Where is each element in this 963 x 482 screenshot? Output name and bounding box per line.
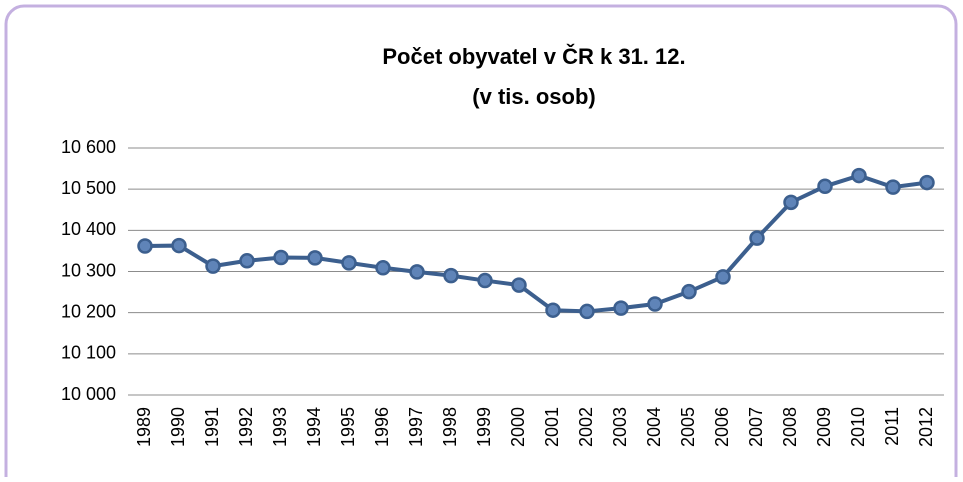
marker <box>511 277 527 293</box>
x-tick-label: 2010 <box>848 407 868 447</box>
x-tick-label: 1996 <box>372 407 392 447</box>
x-tick-label: 2000 <box>508 407 528 447</box>
x-tick-label: 1989 <box>134 407 154 447</box>
marker <box>273 249 289 266</box>
marker <box>409 264 425 280</box>
y-tick-label: 10 500 <box>61 178 116 198</box>
marker <box>613 300 629 316</box>
x-tick-label: 2011 <box>882 407 902 446</box>
marker <box>749 230 765 246</box>
marker <box>375 260 391 276</box>
x-tick-label: 1991 <box>202 407 222 447</box>
chart-frame <box>4 4 958 482</box>
marker <box>919 174 935 191</box>
x-tick-label: 1990 <box>168 407 188 447</box>
x-tick-label: 2012 <box>916 407 936 447</box>
marker <box>817 178 833 195</box>
chart-title: Počet obyvatel v ČR k 31. 12. <box>382 44 685 69</box>
y-tick-label: 10 100 <box>61 343 116 363</box>
x-tick-label: 1994 <box>304 407 324 447</box>
x-tick-label: 1992 <box>236 407 256 447</box>
y-tick-label: 10 000 <box>61 384 116 404</box>
y-tick-label: 10 200 <box>61 301 116 321</box>
marker <box>579 303 595 320</box>
marker <box>681 283 697 300</box>
marker <box>137 238 153 254</box>
x-tick-label: 1999 <box>474 407 494 447</box>
x-tick-label: 1993 <box>270 407 290 447</box>
marker <box>851 167 867 184</box>
x-tick-label: 2002 <box>576 407 596 447</box>
marker <box>545 302 561 318</box>
x-tick-label: 1997 <box>406 407 426 447</box>
marker <box>783 194 799 211</box>
x-tick-label: 2007 <box>746 407 766 447</box>
y-tick-label: 10 300 <box>61 260 116 280</box>
marker <box>885 179 901 195</box>
x-tick-label: 2008 <box>780 407 800 447</box>
marker <box>715 269 731 285</box>
x-tick-label: 2004 <box>644 407 664 447</box>
y-tick-label: 10 600 <box>61 137 116 157</box>
x-tick-label: 1995 <box>338 407 358 447</box>
x-tick-label: 2003 <box>610 407 630 447</box>
marker <box>239 253 255 269</box>
y-tick-label: 10 400 <box>61 219 116 239</box>
marker <box>171 237 187 254</box>
marker <box>443 267 459 284</box>
x-tick-label: 1998 <box>440 407 460 447</box>
x-tick-label: 2005 <box>678 407 698 447</box>
marker <box>341 255 357 271</box>
chart-subtitle: (v tis. osob) <box>472 84 595 109</box>
x-tick-label: 2001 <box>542 407 562 447</box>
marker <box>205 258 221 274</box>
marker <box>307 250 323 266</box>
marker <box>477 272 493 289</box>
x-tick-label: 2009 <box>814 407 834 447</box>
x-tick-label: 2006 <box>712 407 732 447</box>
marker <box>647 296 663 312</box>
